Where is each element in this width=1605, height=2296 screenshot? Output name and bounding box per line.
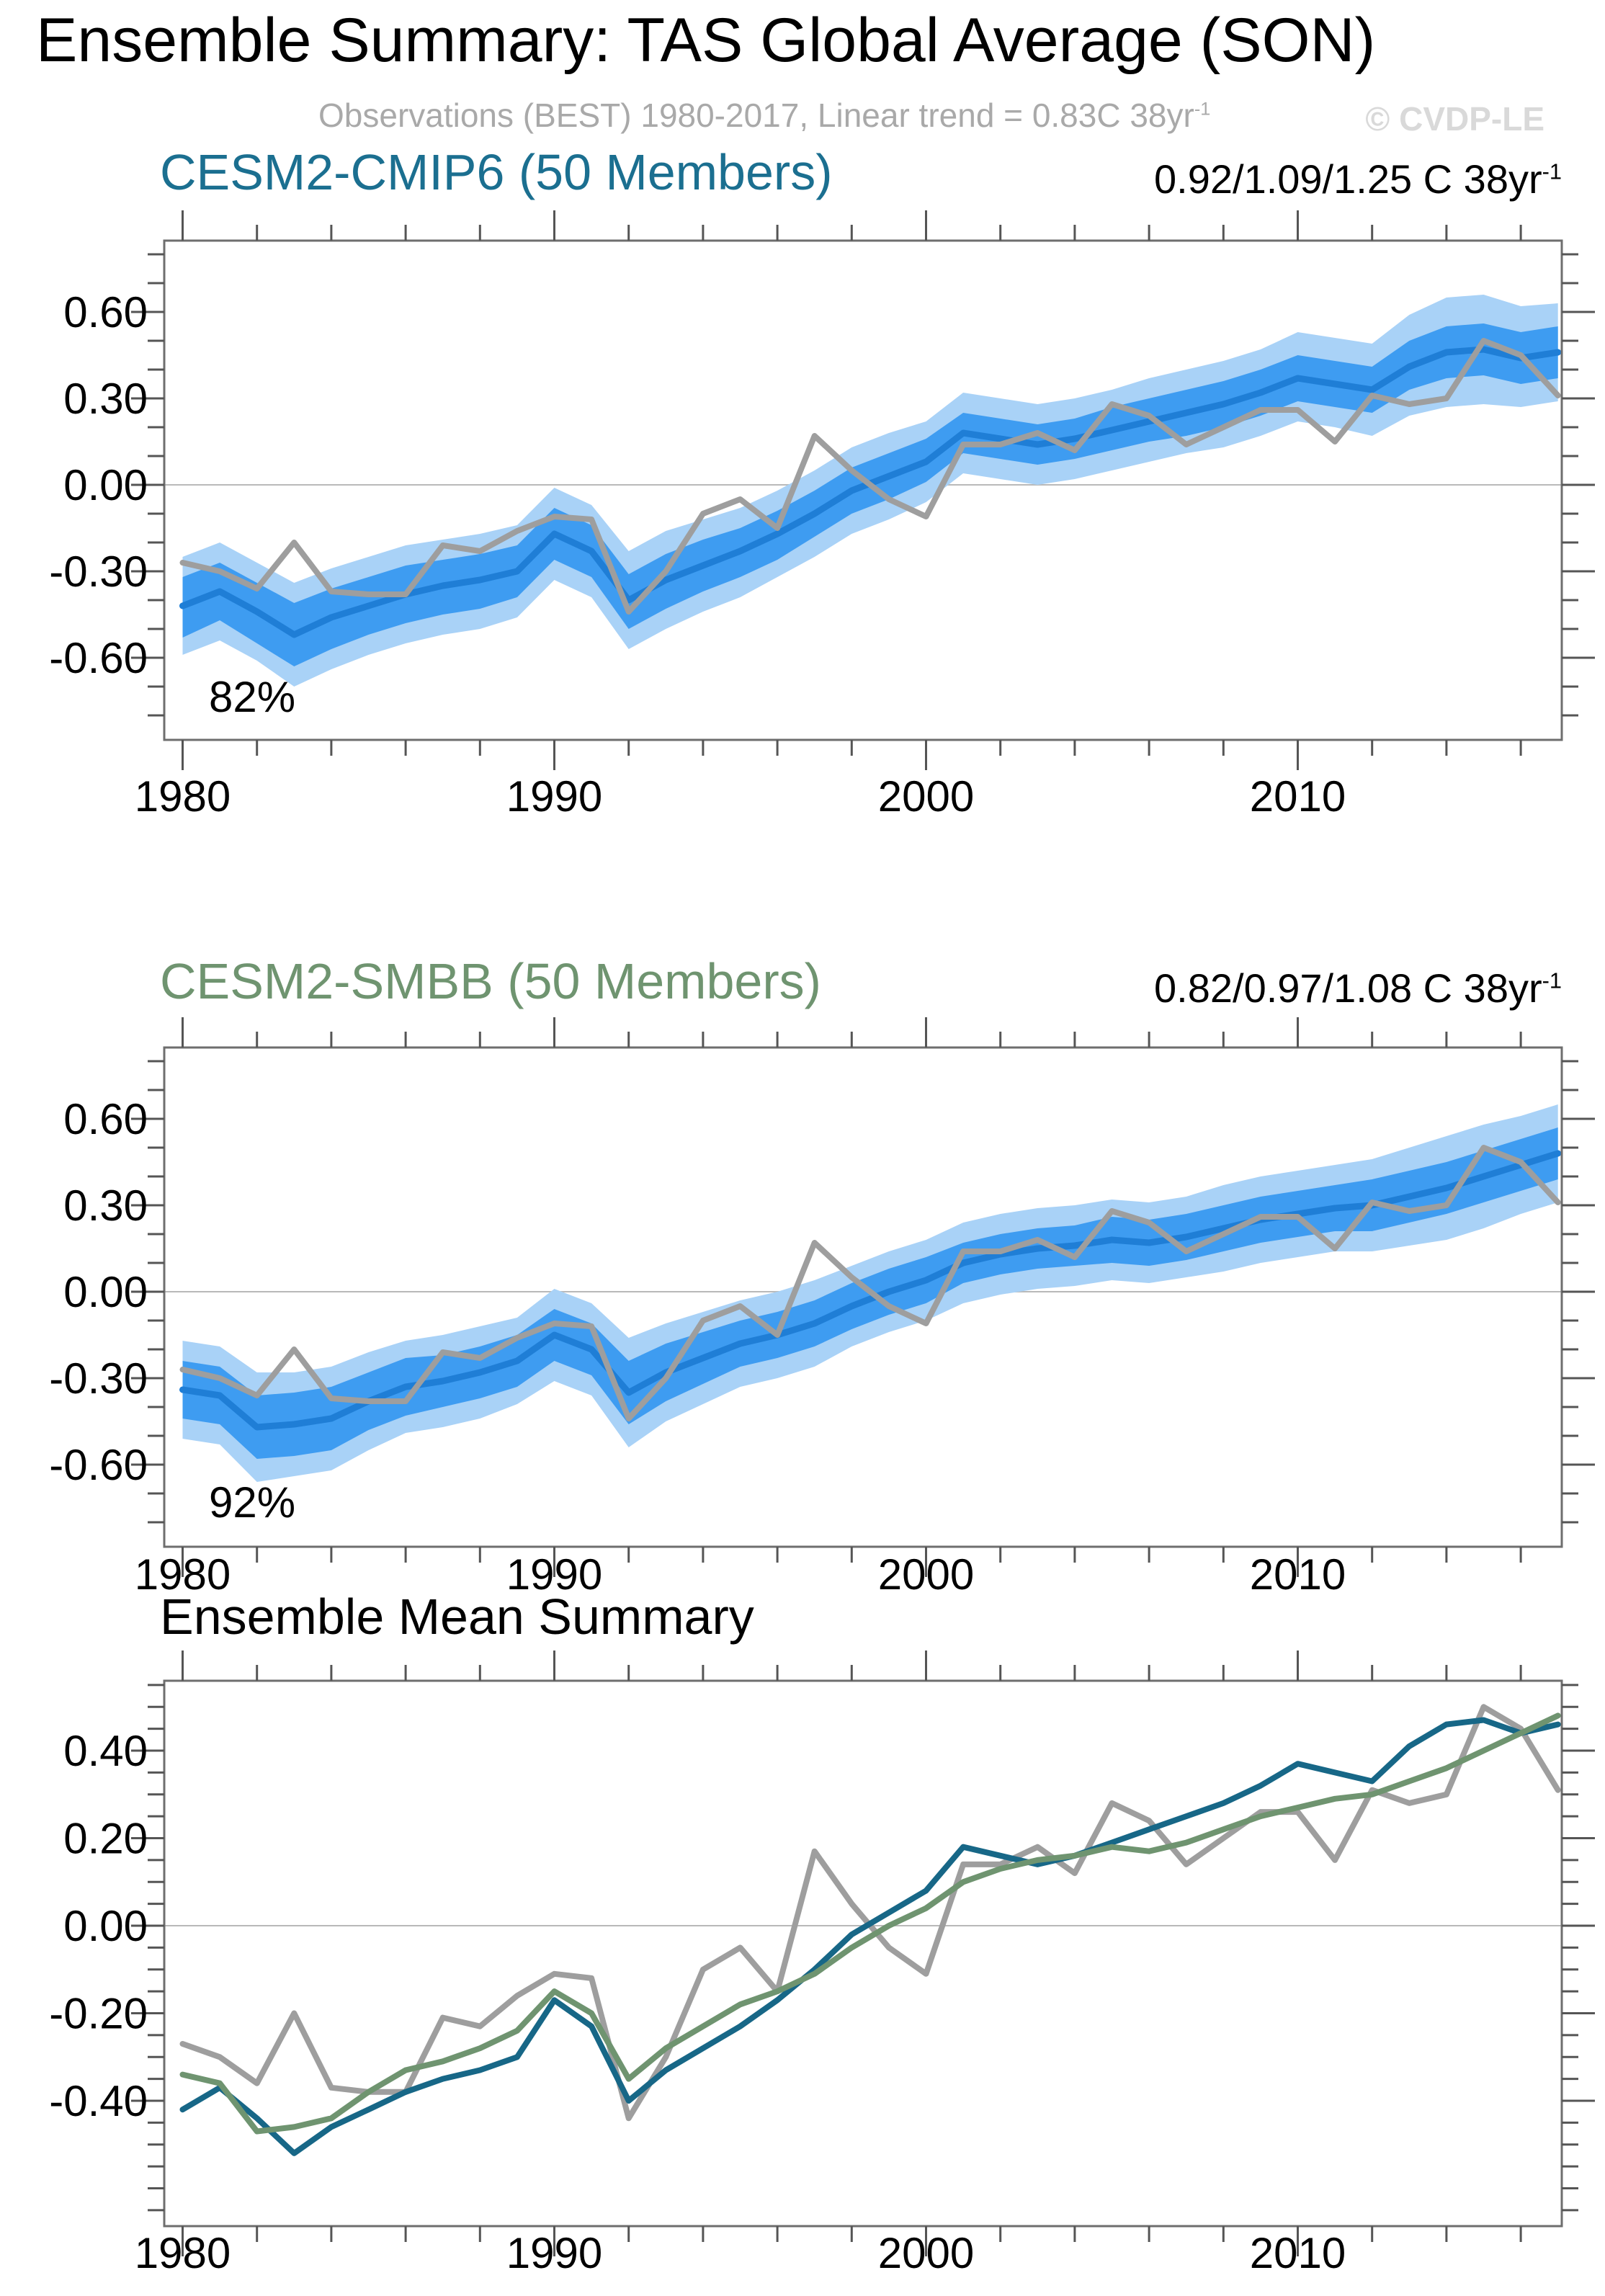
y-axis-label: -0.30 xyxy=(49,1354,148,1403)
cvdp-watermark: © CVDP-LE xyxy=(1365,100,1544,138)
subtitle: Observations (BEST) 1980-2017, Linear tr… xyxy=(318,96,1210,135)
y-axis-label: -0.60 xyxy=(49,1441,148,1489)
x-axis-label: 2000 xyxy=(878,1550,974,1599)
y-axis-label: -0.20 xyxy=(49,1990,148,2038)
subtitle-text: Observations (BEST) 1980-2017, Linear tr… xyxy=(318,97,1194,134)
y-axis-label: 0.40 xyxy=(63,1727,148,1775)
panel-title-summary: Ensemble Mean Summary xyxy=(160,1589,754,1645)
ensemble-inner-band xyxy=(182,323,1558,666)
page-title: Ensemble Summary: TAS Global Average (SO… xyxy=(36,6,1376,75)
x-axis-label: 1990 xyxy=(506,1550,602,1599)
plot-frame xyxy=(163,1046,1563,1548)
y-axis-label: -0.60 xyxy=(49,634,148,682)
subtitle-superscript: -1 xyxy=(1194,99,1211,120)
y-axis-label: 0.30 xyxy=(63,1181,148,1230)
cmip6-mean-line xyxy=(179,1717,1561,2156)
ensemble-mean-line xyxy=(179,1150,1562,1431)
panel-title-smbb: CESM2-SMBB (50 Members) xyxy=(160,953,821,1009)
member-percent-annotation: 92% xyxy=(209,1478,295,1527)
observations-line xyxy=(179,1145,1561,1421)
x-axis-label: 2000 xyxy=(878,772,974,821)
observations-line xyxy=(179,338,1561,615)
x-axis-label: 2010 xyxy=(1250,772,1346,821)
x-axis-label: 2000 xyxy=(878,2229,974,2277)
x-axis-label: 1980 xyxy=(135,772,231,821)
y-axis-label: 0.20 xyxy=(63,1815,148,1863)
trend-cmip6-superscript: -1 xyxy=(1542,158,1562,184)
trend-smbb: 0.82/0.97/1.08 C 38yr-1 xyxy=(1154,965,1562,1011)
y-axis-label: 0.60 xyxy=(63,288,148,336)
y-axis-label: 0.60 xyxy=(63,1095,148,1143)
member-percent-annotation: 82% xyxy=(209,673,295,721)
trend-smbb-superscript: -1 xyxy=(1542,968,1562,993)
panel-title-cmip6: CESM2-CMIP6 (50 Members) xyxy=(160,144,833,200)
observations-line xyxy=(179,1704,1561,2122)
x-axis-label: 1980 xyxy=(135,2229,231,2277)
x-axis-label: 2010 xyxy=(1250,1550,1346,1599)
y-axis-label: -0.40 xyxy=(49,2077,148,2125)
trend-cmip6: 0.92/1.09/1.25 C 38yr-1 xyxy=(1154,156,1562,202)
plot-frame xyxy=(163,239,1563,741)
y-axis-label: -0.30 xyxy=(49,548,148,596)
y-axis-label: 0.00 xyxy=(63,461,148,509)
x-axis-label: 2010 xyxy=(1250,2229,1346,2277)
plot-frame xyxy=(163,1679,1563,2228)
y-axis-label: 0.00 xyxy=(63,1268,148,1316)
x-axis-label: 1980 xyxy=(135,1550,231,1599)
x-axis-label: 1990 xyxy=(506,772,602,821)
y-axis-label: 0.30 xyxy=(63,375,148,423)
smbb-mean-line xyxy=(179,1712,1561,2135)
x-axis-label: 1990 xyxy=(506,2229,602,2277)
y-axis-label: 0.00 xyxy=(63,1902,148,1950)
